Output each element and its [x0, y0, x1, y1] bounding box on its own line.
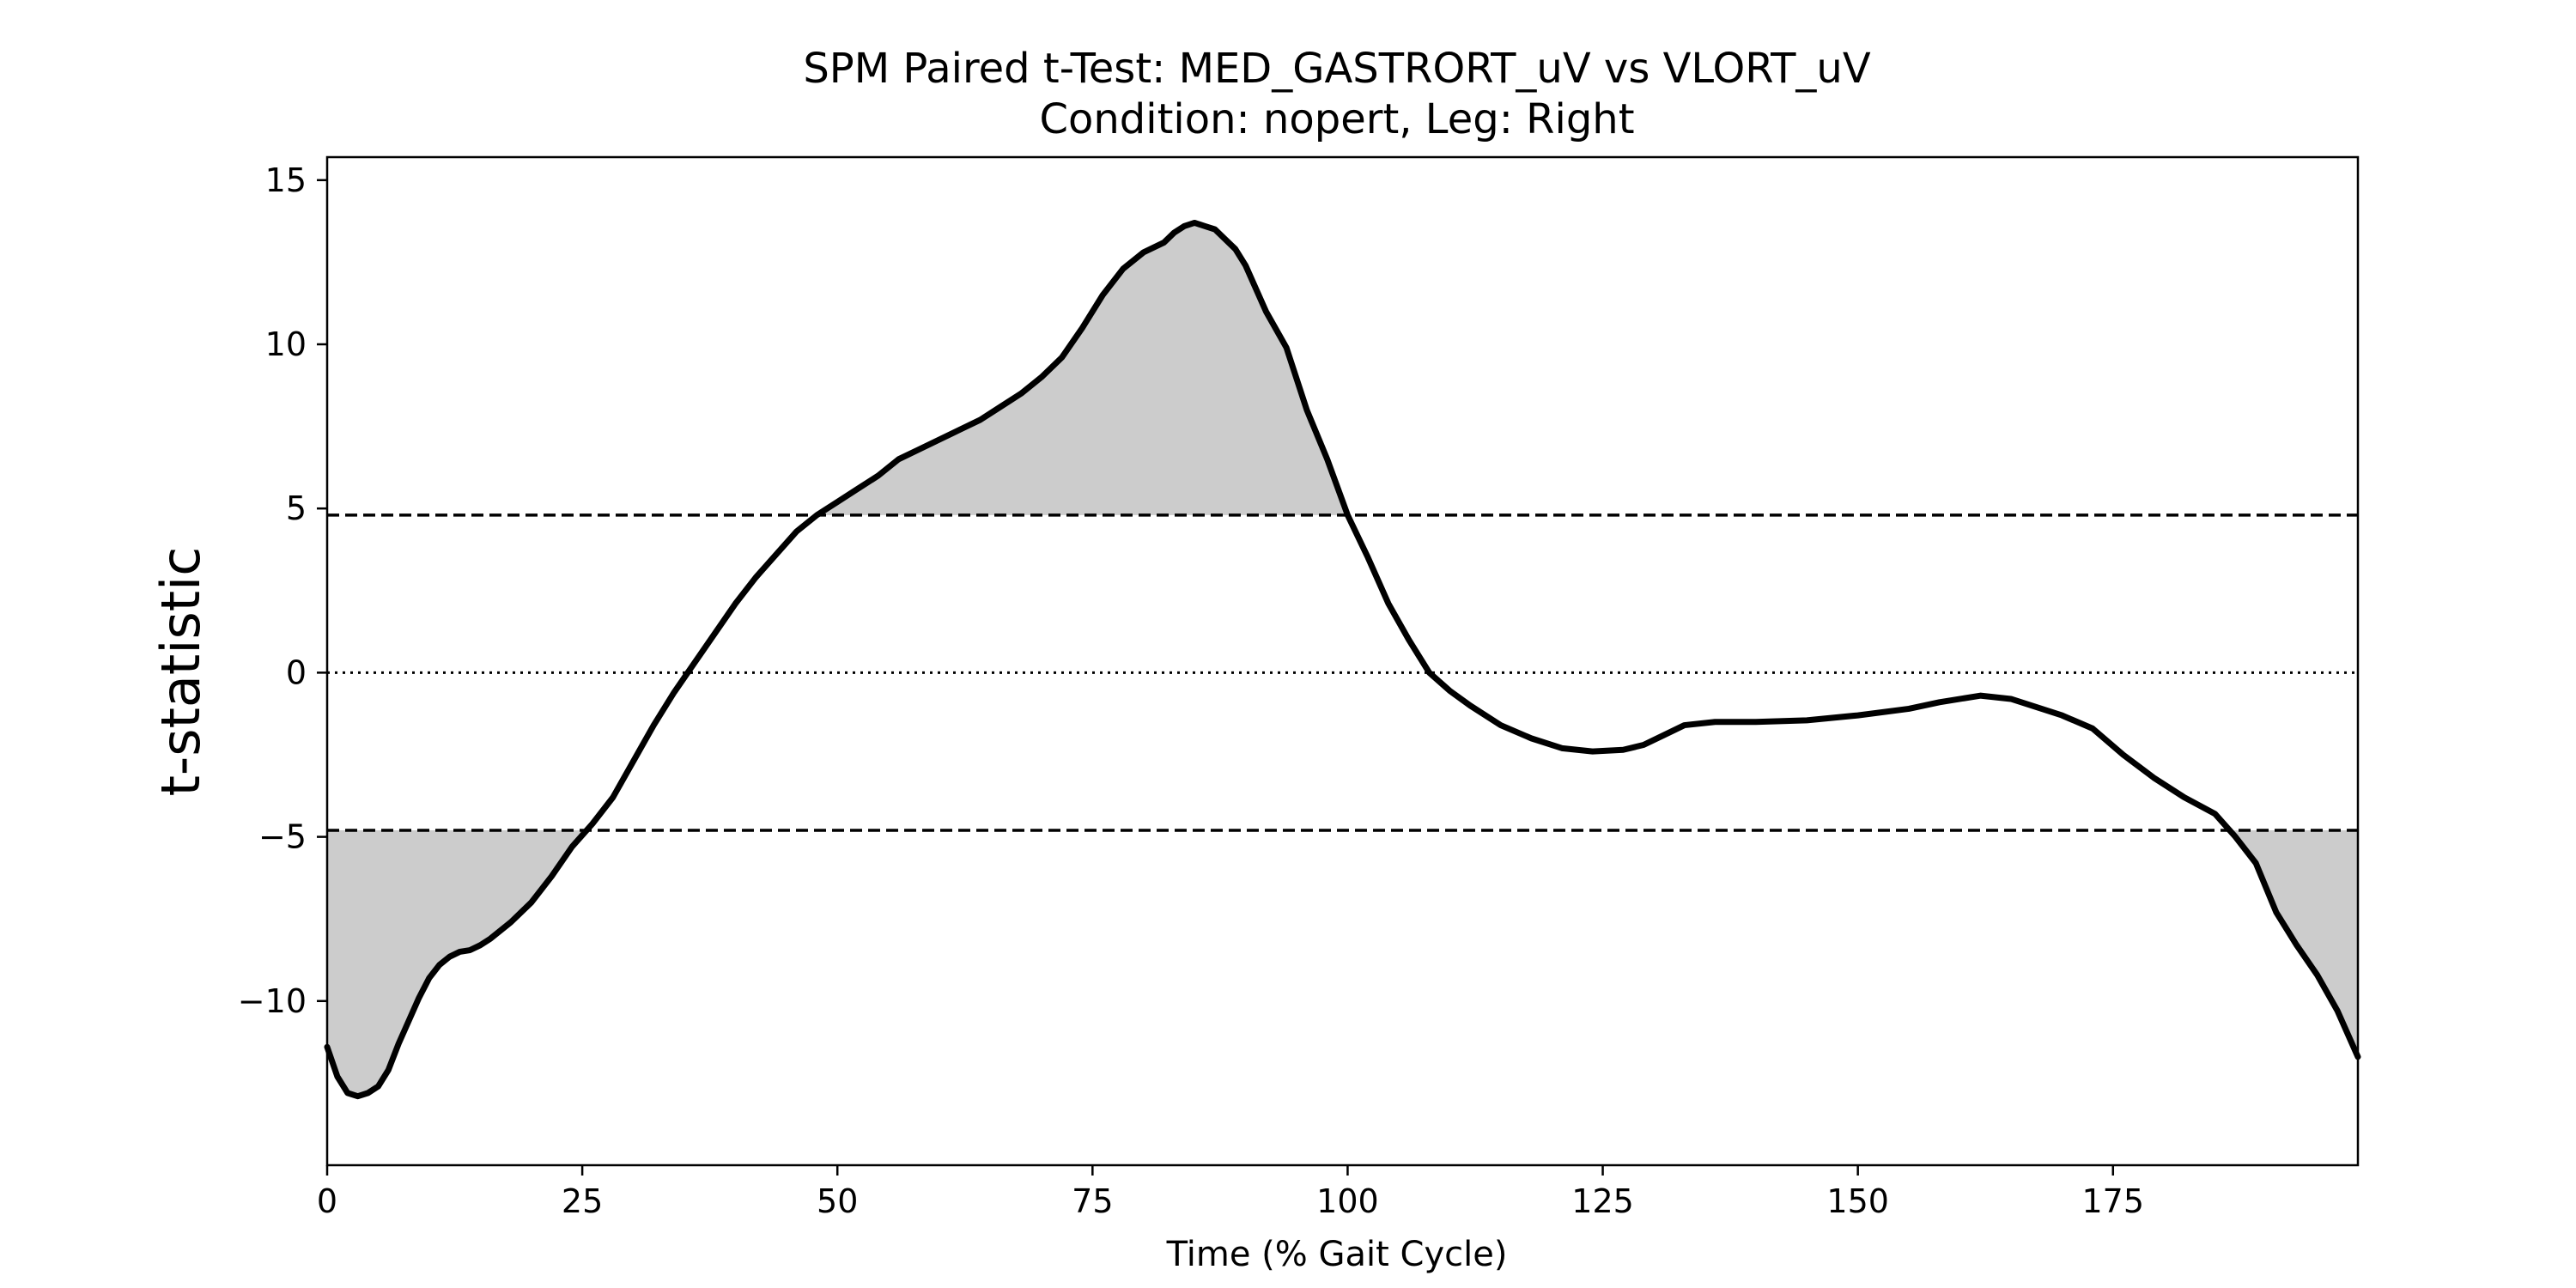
y-axis-label: t-statistic [149, 547, 212, 797]
y-tick-label: −10 [238, 982, 307, 1020]
x-tick-label: 75 [1072, 1182, 1113, 1220]
x-axis-label: Time (% Gait Cycle) [1166, 1235, 1508, 1274]
x-tick-label: 125 [1571, 1182, 1634, 1220]
x-tick-label: 175 [2082, 1182, 2145, 1220]
chart-subtitle: Condition: nopert, Leg: Right [1039, 95, 1634, 143]
y-tick-label: 15 [265, 161, 307, 199]
negative-cluster-fill-2 [2229, 829, 2358, 1057]
t-statistic-line [324, 219, 2361, 1100]
chart-title: SPM Paired t-Test: MED_GASTRORT_uV vs VL… [803, 45, 1871, 93]
significance-fills [327, 222, 2358, 1097]
x-axis-ticks: 0 25 50 75 100 125 150 175 [317, 1165, 2144, 1220]
y-tick-label: 0 [286, 653, 307, 691]
plot-frame [325, 155, 2360, 1167]
y-tick-label: −5 [258, 818, 307, 856]
positive-cluster-fill-1 [817, 222, 1348, 515]
negative-cluster-fill-1 [327, 829, 587, 1097]
y-axis-ticks: −10 −5 0 5 10 15 [238, 161, 327, 1020]
y-tick-label: 5 [286, 489, 307, 527]
x-tick-label: 100 [1316, 1182, 1379, 1220]
y-tick-label: 10 [265, 325, 307, 363]
x-tick-label: 0 [317, 1182, 337, 1220]
x-tick-label: 150 [1826, 1182, 1889, 1220]
x-tick-label: 50 [817, 1182, 858, 1220]
x-tick-label: 25 [562, 1182, 603, 1220]
